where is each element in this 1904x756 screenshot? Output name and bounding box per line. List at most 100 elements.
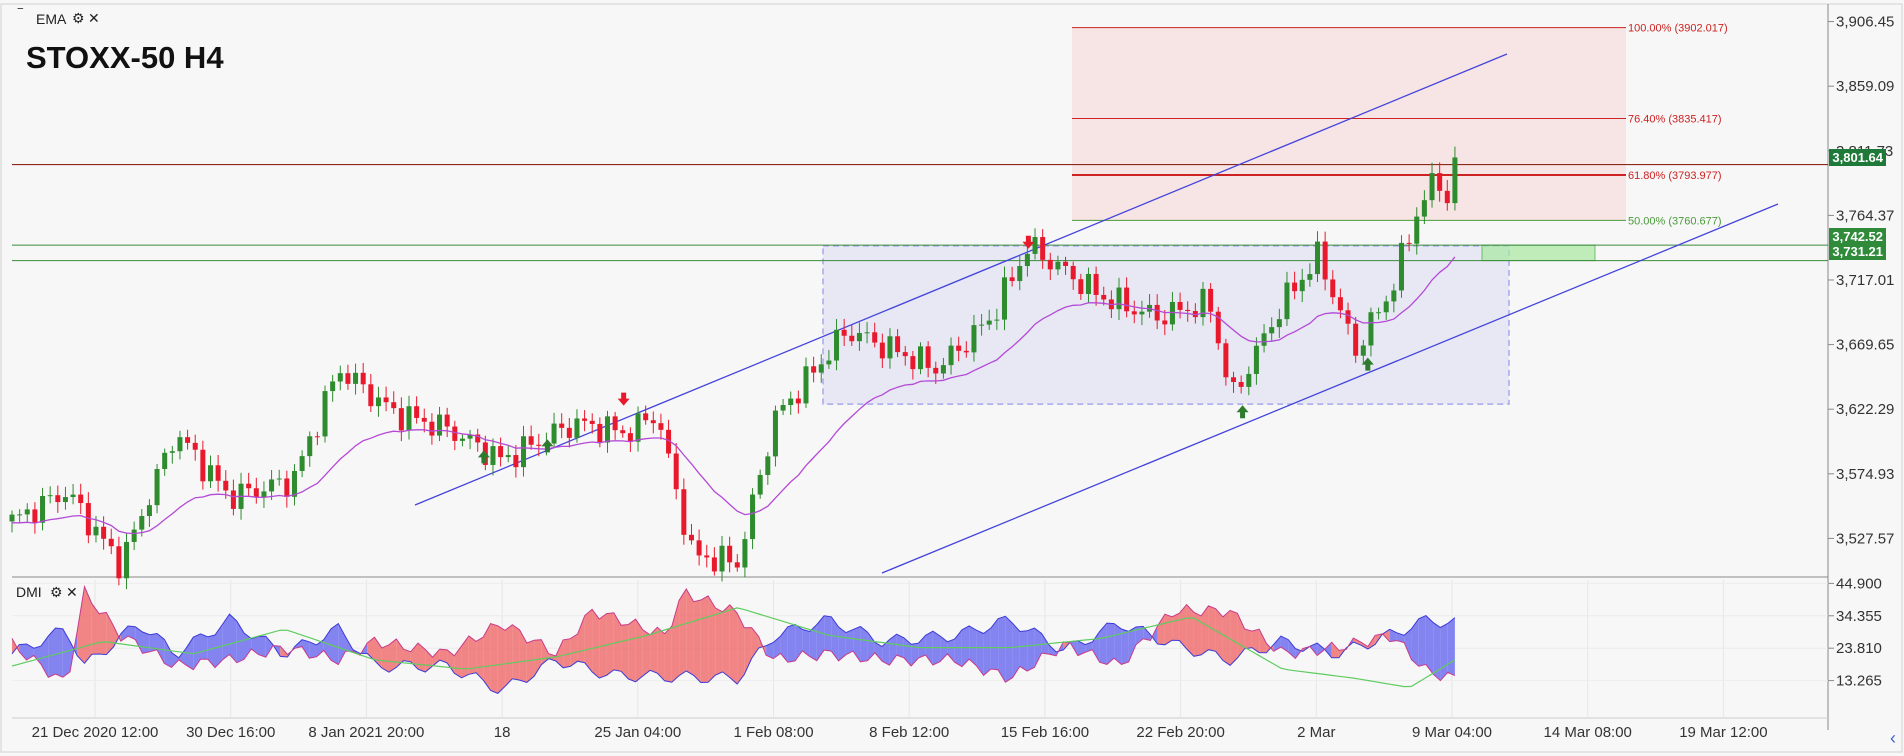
candle-body [498,446,504,458]
gear-icon[interactable]: ⚙ [72,10,85,26]
arrow-up-marker [541,439,554,453]
candle-body [963,350,969,353]
candle-body [910,356,916,370]
candle-body [383,397,389,403]
candle-body [1101,294,1107,300]
candle-body [452,426,458,441]
candle-body [444,414,450,427]
arrow-up-marker [477,450,490,464]
candle-body [933,367,939,374]
x-tick-label: 30 Dec 16:00 [186,724,275,741]
candle-body [55,495,61,503]
dmi-fill-segment [1360,642,1368,649]
candle-body [849,335,855,342]
indicator-label: EMA [36,11,67,27]
candle-body [459,438,465,441]
arrow-down-marker [1022,235,1035,249]
dmi-fill-segment [686,589,694,676]
candle-body [948,345,954,366]
dmi-fill-segment [1085,642,1093,653]
dmi-fill-segment [831,616,839,661]
y-tick-label: 3,669.65 [1836,337,1894,354]
candle-body [9,514,15,522]
candle-body [688,534,694,541]
candle-body [1093,273,1099,295]
candle-body [1307,274,1313,280]
candle-body [986,320,992,325]
dmi-fill-segment [396,639,404,668]
dmi-fill-segment [983,628,991,676]
candle-body [1284,282,1290,320]
dmi-fill-segment [563,638,571,668]
candle-body [925,346,931,368]
candle-body [1345,310,1351,324]
candle-body [1398,242,1404,291]
candle-body [1223,343,1229,378]
candle-body [360,372,366,385]
dmi-fill-segment [961,625,970,667]
dmi-fill-segment [1172,613,1180,641]
candle-body [1085,273,1091,294]
candle-body [261,491,267,498]
candle-body [1330,279,1336,298]
dmi-gear-icon[interactable]: ⚙ [50,584,63,600]
candle-body [1421,200,1427,217]
chevron-left-icon[interactable]: ‹ [1890,728,1896,748]
dmi-fill-segment [381,644,389,673]
dmi-fill-segment [722,604,730,678]
candle-body [368,384,374,407]
candle-body [1017,266,1023,282]
candle-body [788,398,794,406]
candle-body [17,514,23,516]
dmi-fill-segment [84,586,92,664]
candle-body [521,436,527,468]
candle-body [971,325,977,353]
candle-body [223,480,229,491]
level-tag-2: 3,731.21 [1829,243,1886,260]
candle-body [1444,190,1450,204]
candle-body [146,505,152,517]
candle-body [940,365,946,374]
dmi-fill-segment [128,626,136,640]
dmi-fill-segment [526,640,535,683]
candle-body [291,470,297,497]
candle-body [1383,301,1389,313]
candle-body [956,345,962,351]
candle-body [559,423,565,428]
last-price-tag: 3,801.64 [1829,149,1886,166]
minimize-icon[interactable]: ‾ [18,6,23,22]
candle-body [864,332,870,334]
candle-body [116,546,122,579]
dmi-fill-segment [55,628,63,678]
dmi-fill-segment [149,633,157,652]
candle-body [826,360,832,365]
candle-body [62,497,68,503]
candle-body [215,465,221,481]
dmi-tick-label: 13.265 [1836,673,1882,690]
dmi-fill-segment [635,619,643,682]
close-icon[interactable]: ✕ [88,10,100,26]
candle-body [421,417,427,422]
dmi-fill-segment [824,615,832,652]
dmi-close-icon[interactable]: ✕ [66,584,78,600]
candle-body [429,421,435,436]
x-tick-label: 1 Feb 08:00 [733,724,813,741]
candle-body [1429,173,1435,201]
candle-body [1437,173,1443,191]
dmi-fill-segment [222,614,230,660]
dmi-fill-segment [302,639,310,659]
x-tick-label: 8 Jan 2021 20:00 [308,724,424,741]
candle-body [765,456,771,475]
y-tick-label: 3,764.37 [1836,207,1894,224]
dmi-fill-segment [751,627,759,659]
candle-body [375,397,381,407]
dmi-fill-segment [461,636,469,678]
candle-body [154,469,160,506]
dmi-fill-segment [1404,628,1412,660]
dmi-fill-segment [207,635,215,668]
dmi-fill-segment [1425,615,1434,675]
candle-body [742,539,748,568]
candle-body [620,430,626,434]
dmi-fill-segment [99,612,107,655]
